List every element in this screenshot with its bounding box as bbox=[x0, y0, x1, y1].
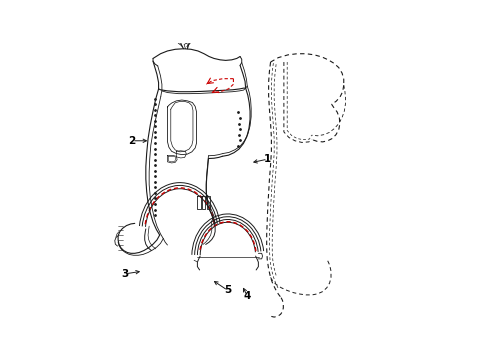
Text: 2: 2 bbox=[128, 136, 135, 146]
Text: 5: 5 bbox=[224, 285, 231, 296]
Text: 4: 4 bbox=[243, 291, 250, 301]
Text: 1: 1 bbox=[264, 154, 271, 164]
Text: 3: 3 bbox=[122, 269, 129, 279]
